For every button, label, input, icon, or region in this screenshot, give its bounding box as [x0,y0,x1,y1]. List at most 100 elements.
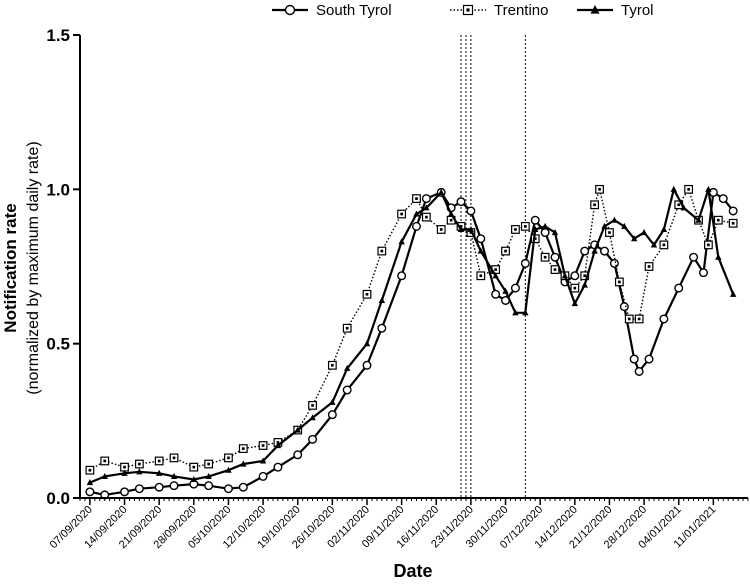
data-point-inner [415,197,418,200]
data-point [398,238,405,245]
data-point [329,398,336,405]
data-point-inner [593,203,596,207]
data-point [590,5,600,14]
data-point-inner [524,225,527,228]
data-point [363,340,371,347]
data-point-inner [618,280,621,284]
data-point-inner [504,249,507,253]
data-point [240,460,247,467]
data-point-inner [192,465,196,469]
data-point [457,225,465,233]
data-point [86,479,94,486]
data-point [502,287,509,294]
y-tick-label: 0.5 [46,335,70,354]
data-point-inner [138,462,141,466]
data-point [571,300,579,307]
y-axis: 0.0 0.5 1.0 1.5 [46,26,81,508]
data-point-inner [647,265,651,268]
data-point [611,216,618,223]
data-point [101,472,108,479]
data-point-inner [345,326,349,330]
legend-item-tyrol: Tyrol [577,2,654,19]
series-layer [85,184,738,500]
data-point [570,271,580,281]
data-point [154,482,164,492]
data-point [190,475,198,483]
data-point-inner [469,231,473,234]
data-point [378,296,386,304]
data-point [309,414,316,421]
data-point-inner [608,231,611,234]
data-point [530,215,540,225]
data-point [273,462,283,472]
data-point [621,222,628,229]
data-point [284,4,296,16]
data-point [698,268,708,278]
data-point-inner [380,249,384,253]
legend-item-south-tyrol: South Tyrol [272,2,392,19]
data-point [540,228,550,238]
series-tyrol [86,185,737,486]
data-point [344,364,351,371]
data-point [695,216,702,223]
data-point-inner [425,215,428,219]
data-point [670,185,677,192]
data-point-inner [207,462,210,466]
x-axis: 07/09/202014/09/202021/09/202028/09/2020… [48,497,749,551]
data-point-inner [88,468,92,472]
data-point [708,187,718,197]
data-point [659,314,669,324]
data-point [680,204,687,211]
data-point [674,283,684,293]
data-point [729,290,737,297]
data-point-inner [365,292,369,296]
series-trentino [85,184,738,475]
data-point [258,471,268,481]
y-axis-subtitle: (normalized by maximum daily rate) [25,141,42,394]
data-point [342,385,352,395]
data-point-inner [261,444,265,447]
data-point [466,206,476,216]
data-point [532,225,539,233]
data-point-inner [439,228,443,231]
data-point [170,472,178,479]
data-point [591,247,598,254]
legend-label: South Tyrol [316,2,392,19]
data-point [491,289,501,299]
data-point-inner [573,286,577,290]
data-point [397,271,407,281]
data-point [728,206,738,216]
data-point [689,252,699,262]
data-point [447,210,455,217]
data-point-inner [172,456,176,460]
data-point [561,272,569,279]
data-point [520,258,530,268]
legend-item-trentino: Trentino [450,2,548,19]
data-point [438,188,445,195]
legend-label: Trentino [494,2,548,19]
data-point [411,221,421,231]
data-point [155,469,163,476]
data-point [238,482,248,492]
data-point [650,241,658,248]
data-point-inner [103,459,107,463]
data-point-inner [731,221,735,225]
x-axis-title: Date [393,561,432,581]
data-point [293,450,303,460]
data-point [581,281,588,288]
data-point-inner [311,404,314,407]
data-point [136,468,143,475]
data-point-inner [494,268,497,271]
y-tick-label: 1.5 [46,26,70,45]
data-point [423,204,430,211]
data-point-inner [637,317,641,321]
data-point-inner [514,228,517,231]
data-point [600,246,610,256]
series-line-tyrol [89,186,735,484]
data-point [223,484,233,494]
data-point [456,197,466,207]
data-point-inner [687,188,690,191]
data-point-inner [553,268,557,271]
data-point-inner [677,203,681,207]
